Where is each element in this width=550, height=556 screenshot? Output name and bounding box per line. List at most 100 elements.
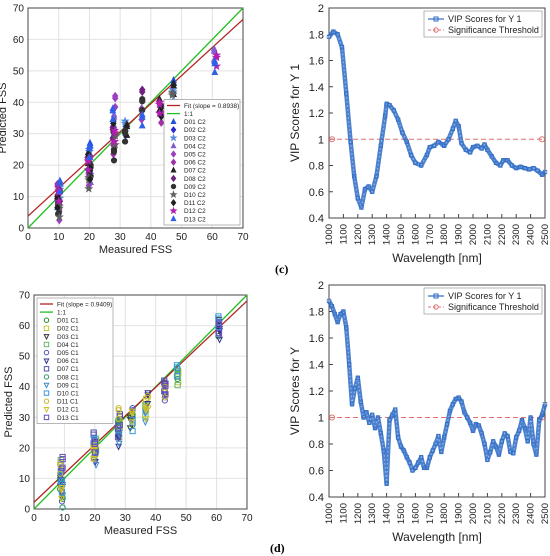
legend-marker-swatch (170, 126, 177, 134)
vip-point (366, 184, 371, 189)
legend-label: D12 C1 (57, 407, 79, 414)
legend-label: VIP Scores for Y 1 (448, 14, 522, 24)
legend-marker-swatch (170, 158, 177, 166)
vip-point (505, 158, 510, 163)
vip-point (391, 108, 396, 113)
data-point (54, 196, 64, 206)
vip-point (370, 189, 375, 194)
x-tick-label: 1400 (382, 503, 393, 524)
vip-point (416, 460, 421, 465)
vip-point (485, 457, 490, 463)
vip-point (514, 435, 519, 440)
vip-point (348, 139, 353, 145)
data-point (92, 462, 100, 469)
vip-point (378, 143, 383, 148)
vip-point (525, 439, 530, 444)
legend-marker-swatch (170, 117, 177, 124)
legend-label: D07 C1 (57, 366, 79, 373)
fit-line (27, 18, 244, 217)
data-point (216, 336, 224, 344)
vip-point (424, 152, 430, 158)
legend-label: D08 C2 (184, 176, 206, 183)
x-tick-label: 2300 (511, 503, 522, 524)
vip-point (447, 408, 453, 414)
vip-point (381, 448, 386, 453)
x-axis-label: Wavelength [nm] (392, 530, 482, 544)
data-point (56, 178, 64, 186)
vip-point (493, 160, 499, 166)
data-point (86, 175, 94, 184)
legend-marker-swatch (170, 142, 177, 149)
vip-point (482, 142, 487, 147)
data-point (216, 328, 224, 336)
vip-point (341, 309, 346, 314)
legend-marker-swatch (43, 358, 50, 365)
data-point (128, 410, 136, 418)
vip-point (470, 144, 476, 150)
threshold-marker (329, 414, 335, 421)
data-point (56, 187, 64, 195)
vip-series-marker-texture (328, 30, 546, 210)
vip-point (361, 415, 366, 420)
legend-label: D01 C1 (57, 318, 79, 325)
legend-marker-swatch (43, 366, 50, 372)
y-tick-label: 2 (318, 3, 324, 15)
legend-label: D10 C1 (57, 391, 79, 398)
legend-label: D11 C1 (57, 399, 79, 406)
x-tick-label: 2400 (526, 503, 537, 524)
x-tick-label: 1500 (396, 503, 407, 524)
data-point (115, 415, 122, 422)
legend-marker-swatch (43, 390, 50, 396)
data-point (142, 416, 150, 424)
y-tick-label: 20 (13, 161, 25, 172)
data-point (167, 90, 177, 99)
legend-marker-swatch (43, 382, 50, 389)
legend-marker-swatch (170, 150, 177, 158)
legend-label: 1:1 (57, 310, 66, 317)
vip-point (367, 420, 372, 425)
x-tick-label: 40 (145, 232, 157, 243)
legend-marker-swatch (43, 407, 50, 414)
vip-point (508, 449, 513, 455)
data-point (57, 495, 65, 503)
y-tick-label: 2 (318, 280, 324, 292)
x-tick-label: 70 (241, 513, 253, 524)
data-point (83, 165, 93, 174)
plot-frame (328, 284, 546, 498)
legend-label: D12 C2 (184, 208, 206, 215)
data-point (110, 157, 118, 164)
data-point (128, 419, 136, 427)
vip-point (462, 410, 467, 415)
y-tick-label: 0 (18, 224, 24, 235)
x-tick-label: 1900 (454, 224, 465, 245)
vip-point (467, 420, 473, 425)
vip-point (522, 425, 527, 431)
x-tick-label: 1300 (367, 224, 378, 245)
vip-point (439, 449, 444, 455)
data-point (59, 464, 66, 471)
series-d12-c1 (57, 405, 150, 503)
vip-point (496, 452, 502, 457)
vip-point (516, 428, 522, 433)
data-point (139, 98, 146, 105)
y-tick-label: 0.8 (309, 161, 324, 173)
vip-point (383, 113, 388, 118)
vip-point (419, 455, 424, 460)
legend-label: D09 C2 (184, 184, 206, 191)
legend-label: D03 C1 (57, 334, 79, 341)
x-tick-label: 2200 (497, 224, 508, 245)
y-tick-label: 1.2 (309, 108, 324, 120)
legend-marker-swatch (433, 304, 439, 310)
vip-point (355, 375, 360, 380)
legend-box (163, 99, 241, 226)
data-point (129, 427, 136, 435)
legend-label: D06 C2 (184, 160, 206, 167)
data-point (158, 118, 165, 127)
x-tick-label: 2100 (482, 503, 493, 524)
legend-label: D09 C1 (57, 382, 79, 389)
vip-point (436, 139, 441, 145)
y-axis-label: VIP Scores for Y 1 (288, 64, 302, 162)
vip-point (459, 141, 464, 146)
data-point (121, 138, 129, 145)
y-tick-label: 0.6 (309, 187, 324, 199)
